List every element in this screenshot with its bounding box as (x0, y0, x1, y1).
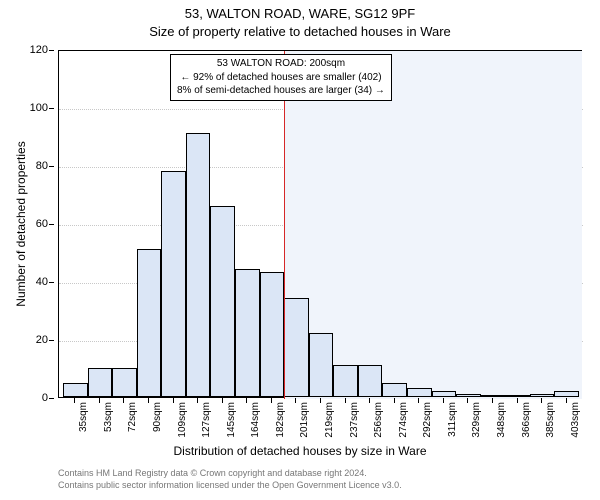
reference-line (284, 51, 285, 399)
x-tick-mark (492, 398, 493, 403)
x-tick-mark (173, 398, 174, 403)
y-tick-label: 100 (0, 102, 48, 114)
x-tick-label: 256sqm (373, 402, 384, 438)
x-tick-label: 274sqm (398, 402, 409, 438)
bar (333, 365, 358, 397)
x-tick-label: 35sqm (78, 402, 89, 432)
annotation-line1: 53 WALTON ROAD: 200sqm (177, 57, 385, 71)
x-tick-label: 127sqm (201, 402, 212, 438)
attribution-line2: Contains public sector information licen… (58, 480, 402, 492)
x-tick-label: 219sqm (324, 402, 335, 438)
y-tick-mark (49, 340, 54, 341)
y-tick-label: 20 (0, 334, 48, 346)
x-tick-mark (295, 398, 296, 403)
bar (260, 272, 285, 397)
annotation-box: 53 WALTON ROAD: 200sqm ← 92% of detached… (170, 54, 392, 101)
x-tick-mark (271, 398, 272, 403)
x-tick-label: 53sqm (103, 402, 114, 432)
x-tick-label: 329sqm (471, 402, 482, 438)
histogram-chart: 53 WALTON ROAD: 200sqm ← 92% of detached… (58, 50, 582, 398)
x-tick-mark (320, 398, 321, 403)
x-tick-label: 90sqm (152, 402, 163, 432)
bar (505, 395, 530, 397)
x-tick-label: 145sqm (226, 402, 237, 438)
x-tick-label: 311sqm (447, 402, 458, 437)
x-tick-label: 292sqm (422, 402, 433, 438)
bar (456, 394, 481, 397)
x-tick-label: 403sqm (570, 402, 581, 438)
x-tick-label: 237sqm (349, 402, 360, 438)
annotation-line3: 8% of semi-detached houses are larger (3… (177, 84, 385, 98)
attribution-line1: Contains HM Land Registry data © Crown c… (58, 468, 402, 480)
x-tick-label: 72sqm (127, 402, 138, 432)
y-tick-mark (49, 398, 54, 399)
bar (210, 206, 235, 397)
annotation-line2: ← 92% of detached houses are smaller (40… (177, 71, 385, 85)
x-tick-mark (99, 398, 100, 403)
bar (88, 368, 113, 397)
bar (481, 395, 506, 397)
plot-area (58, 50, 582, 398)
y-tick-mark (49, 282, 54, 283)
bar (358, 365, 383, 397)
x-tick-mark (418, 398, 419, 403)
bar (63, 383, 88, 398)
x-tick-mark (443, 398, 444, 403)
bar (137, 249, 162, 397)
bar (235, 269, 260, 397)
x-tick-mark (197, 398, 198, 403)
x-tick-mark (517, 398, 518, 403)
bar (530, 394, 555, 397)
y-tick-label: 120 (0, 44, 48, 56)
x-tick-mark (74, 398, 75, 403)
title-main: 53, WALTON ROAD, WARE, SG12 9PF (0, 6, 600, 21)
x-tick-mark (345, 398, 346, 403)
y-tick-mark (49, 166, 54, 167)
x-tick-mark (369, 398, 370, 403)
x-tick-mark (148, 398, 149, 403)
y-tick-mark (49, 224, 54, 225)
bar (554, 391, 579, 397)
x-tick-mark (467, 398, 468, 403)
x-tick-label: 366sqm (521, 402, 532, 438)
x-tick-mark (246, 398, 247, 403)
y-tick-label: 40 (0, 276, 48, 288)
bar (407, 388, 432, 397)
y-tick-label: 0 (0, 392, 48, 404)
bar (186, 133, 211, 397)
x-tick-mark (566, 398, 567, 403)
x-axis: 35sqm 53sqm 72sqm 90sqm 109sqm 127sqm 145sqm 16… (58, 398, 582, 442)
bar (309, 333, 334, 397)
y-tick-label: 80 (0, 160, 48, 172)
x-tick-label: 109sqm (177, 402, 188, 438)
y-tick-mark (49, 108, 54, 109)
x-tick-label: 182sqm (275, 402, 286, 438)
x-tick-label: 348sqm (496, 402, 507, 438)
bar (284, 298, 309, 397)
x-axis-label: Distribution of detached houses by size … (0, 444, 600, 458)
bar (112, 368, 137, 397)
x-tick-mark (222, 398, 223, 403)
title-sub: Size of property relative to detached ho… (0, 24, 600, 39)
bar (432, 391, 457, 397)
x-tick-label: 164sqm (250, 402, 261, 438)
x-tick-mark (541, 398, 542, 403)
attribution: Contains HM Land Registry data © Crown c… (58, 468, 402, 491)
y-tick-mark (49, 50, 54, 51)
x-tick-mark (123, 398, 124, 403)
bar (382, 383, 407, 398)
x-tick-mark (394, 398, 395, 403)
y-axis: 020406080100120 (0, 50, 54, 398)
x-tick-label: 385sqm (545, 402, 556, 438)
bar (161, 171, 186, 397)
x-tick-label: 201sqm (299, 402, 310, 438)
y-tick-label: 60 (0, 218, 48, 230)
